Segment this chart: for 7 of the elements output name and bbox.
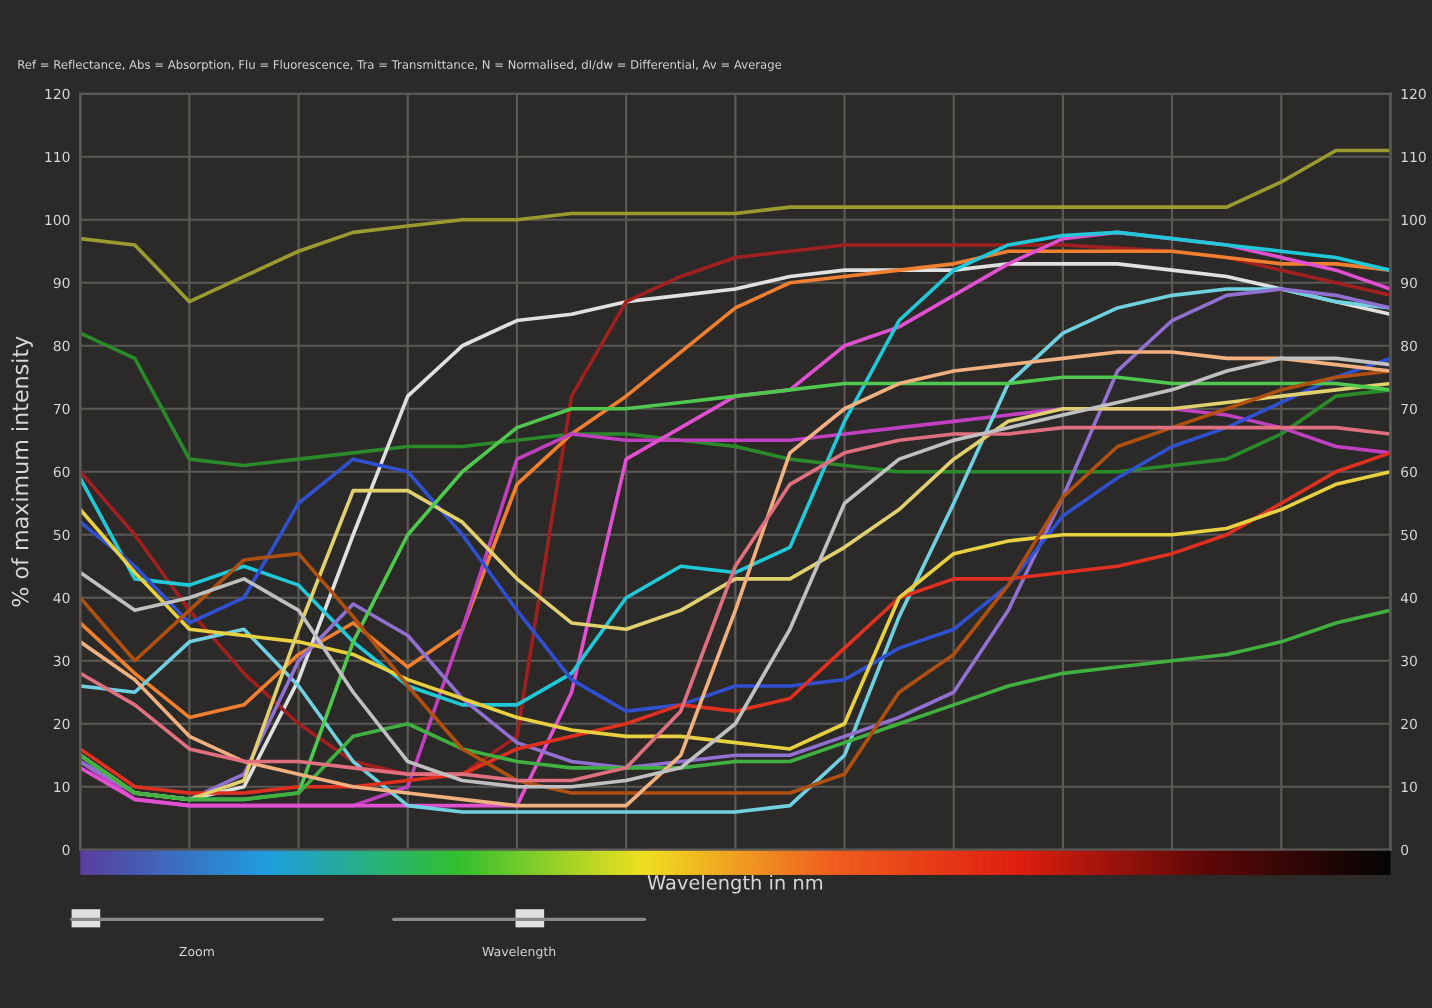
line-series [80,356,1391,713]
line-series [80,608,1391,802]
y-axis-title: % of maximum intensity [11,336,33,607]
x-axis-title: Wavelength in nm [647,874,823,894]
line-series [80,469,1391,751]
line-series [80,148,1391,304]
line-series [80,331,1391,474]
